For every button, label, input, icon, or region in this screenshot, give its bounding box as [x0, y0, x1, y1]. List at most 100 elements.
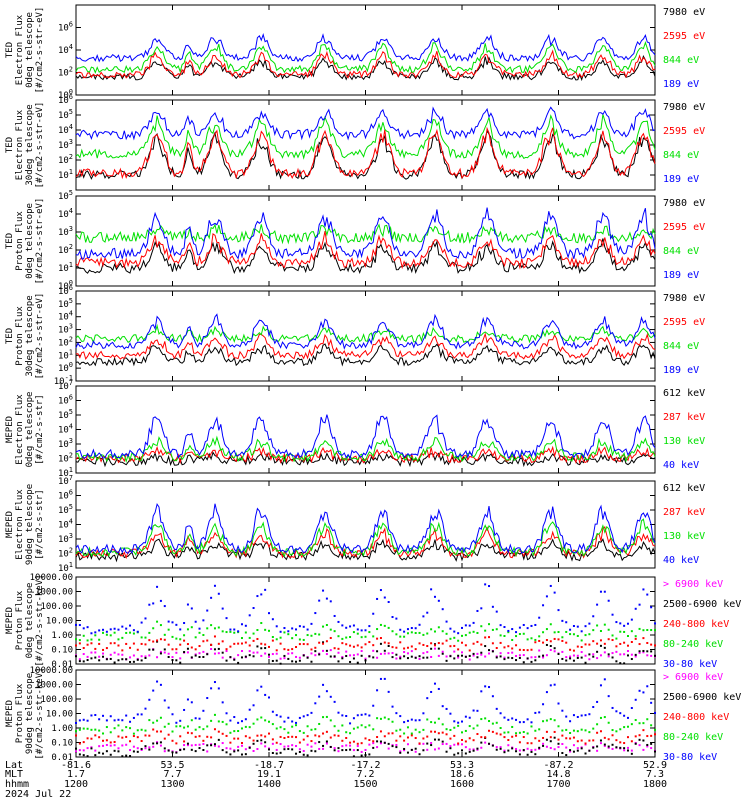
- series-point: [129, 749, 132, 752]
- series-point: [480, 690, 483, 693]
- series-point: [314, 734, 317, 737]
- series-point: [102, 652, 105, 655]
- series-point: [418, 731, 421, 734]
- series-point: [433, 730, 436, 733]
- footer-lat-value: -17.2: [350, 760, 380, 771]
- series-point: [356, 749, 359, 752]
- series-point: [156, 620, 159, 623]
- series-point: [391, 630, 394, 633]
- series-point: [144, 729, 147, 732]
- series-point: [194, 717, 197, 720]
- series-point: [295, 736, 298, 739]
- series-point: [240, 744, 243, 747]
- series-point: [488, 623, 491, 626]
- series-point: [156, 719, 159, 722]
- series-point: [526, 747, 529, 750]
- series-point: [584, 742, 587, 745]
- series-point: [156, 742, 159, 745]
- series-point: [542, 604, 545, 607]
- series-point: [345, 731, 348, 734]
- series-point: [113, 631, 116, 634]
- series-point: [615, 621, 618, 624]
- y-axis-label-line: Electron Flux: [15, 109, 25, 180]
- series-point: [248, 636, 251, 639]
- series-point: [86, 655, 89, 658]
- series-point: [310, 634, 313, 637]
- series-point: [507, 631, 510, 634]
- series-point: [233, 750, 236, 753]
- series-point: [379, 717, 382, 720]
- series-point: [630, 749, 633, 752]
- series-point: [325, 624, 328, 627]
- series-point: [596, 723, 599, 726]
- series-point: [599, 684, 602, 687]
- series-point: [105, 743, 108, 746]
- series-point: [333, 630, 336, 633]
- series-point: [349, 660, 352, 663]
- series-point: [298, 716, 301, 719]
- series-point: [360, 754, 363, 757]
- y-axis-label-line: 90deg telescope: [25, 673, 35, 754]
- series-point: [352, 749, 355, 752]
- series-point: [511, 651, 514, 654]
- series-point: [109, 634, 112, 637]
- series-point: [190, 656, 193, 659]
- series-point: [630, 723, 633, 726]
- series-point: [615, 730, 618, 733]
- series-point: [291, 648, 294, 651]
- series-point: [102, 752, 105, 755]
- series-point: [422, 742, 425, 745]
- y-axis-label-line: 0deg telescope: [25, 203, 35, 279]
- series-point: [518, 741, 521, 744]
- y-tick-label: 106: [58, 21, 73, 34]
- series-point: [437, 599, 440, 602]
- series-point: [441, 650, 444, 653]
- series-point: [117, 644, 120, 647]
- series-point: [113, 727, 116, 730]
- series-point: [252, 607, 255, 610]
- series-point: [654, 629, 656, 632]
- series-point: [399, 641, 402, 644]
- series-point: [626, 654, 629, 657]
- series-point: [464, 752, 467, 755]
- series-point: [414, 747, 417, 750]
- series-point: [144, 656, 147, 659]
- series-point: [634, 719, 637, 722]
- series-point: [302, 643, 305, 646]
- series-point: [78, 642, 81, 645]
- series-point: [433, 647, 436, 650]
- series-point: [82, 627, 85, 630]
- series-point: [345, 736, 348, 739]
- series-point: [599, 739, 602, 742]
- series-point: [376, 689, 379, 692]
- series-point: [453, 650, 456, 653]
- series-point: [287, 630, 290, 633]
- series-point: [144, 617, 147, 620]
- series-point: [179, 643, 182, 646]
- legend-entry-4: 80-240 keV: [663, 639, 723, 650]
- series-point: [94, 749, 97, 752]
- series-point: [623, 749, 626, 752]
- series-point: [248, 726, 251, 729]
- series-point: [646, 735, 649, 738]
- series-point: [75, 734, 77, 737]
- series-point: [291, 660, 294, 663]
- series-point: [117, 724, 120, 727]
- series-point: [553, 591, 556, 594]
- series-point: [221, 742, 224, 745]
- series-point: [611, 706, 614, 709]
- series-point: [125, 658, 128, 661]
- series-point: [654, 750, 656, 753]
- series-point: [213, 652, 216, 655]
- series-point: [356, 661, 359, 664]
- series-point: [472, 630, 475, 633]
- series-point: [202, 709, 205, 712]
- series-point: [623, 742, 626, 745]
- series-point: [654, 728, 656, 731]
- series-point: [599, 742, 602, 745]
- series-point: [403, 647, 406, 650]
- series-point: [615, 637, 618, 640]
- series-point: [457, 721, 460, 724]
- series-point: [410, 718, 413, 721]
- series-point: [356, 653, 359, 656]
